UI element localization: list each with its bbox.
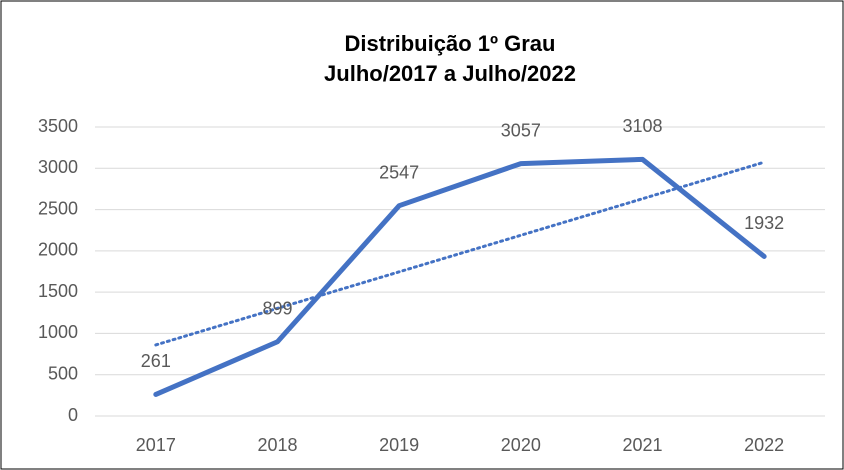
y-tick-label: 500 [48, 363, 78, 383]
data-label: 3108 [622, 116, 662, 136]
chart-title: Distribuição 1º Grau [345, 31, 556, 56]
data-label: 3057 [501, 120, 541, 140]
y-tick-label: 1500 [38, 281, 78, 301]
x-tick-label: 2021 [622, 435, 662, 455]
y-tick-label: 3000 [38, 157, 78, 177]
data-label: 899 [262, 299, 292, 319]
data-line [153, 156, 767, 397]
y-tick-label: 1000 [38, 322, 78, 342]
x-tick-label: 2017 [136, 435, 176, 455]
data-label: 261 [141, 351, 171, 371]
x-tick-label: 2020 [501, 435, 541, 455]
chart-subtitle: Julho/2017 a Julho/2022 [324, 61, 576, 86]
trendline [154, 160, 766, 347]
data-label: 2547 [379, 162, 419, 182]
x-tick-label: 2018 [257, 435, 297, 455]
x-tick-label: 2019 [379, 435, 419, 455]
x-tick-label: 2022 [744, 435, 784, 455]
data-label: 1932 [744, 213, 784, 233]
y-tick-label: 2500 [38, 198, 78, 218]
y-tick-label: 2000 [38, 240, 78, 260]
y-tick-label: 3500 [38, 116, 78, 136]
y-tick-label: 0 [68, 405, 78, 425]
